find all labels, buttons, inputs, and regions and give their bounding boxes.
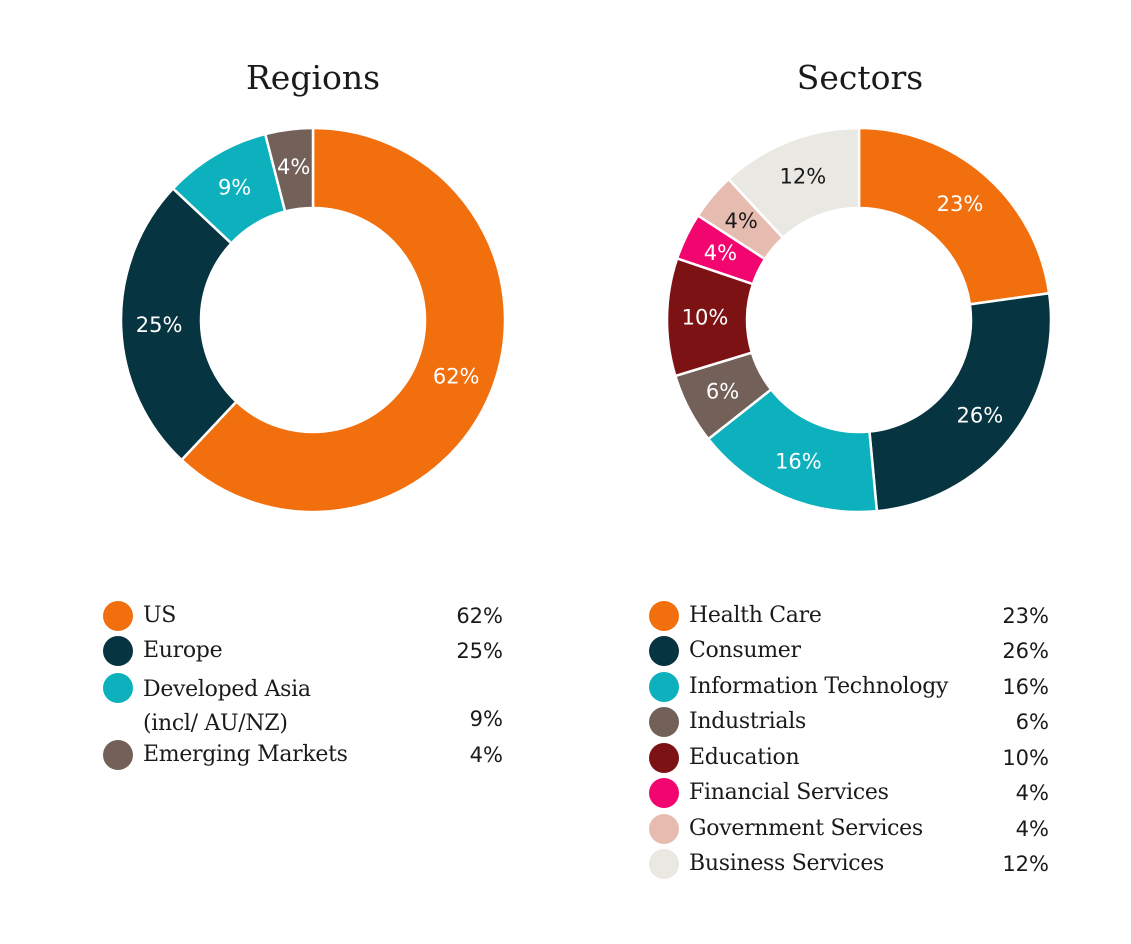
legend-value: 25%: [456, 639, 503, 664]
donut-slice-europe: [119, 186, 239, 462]
regions-legend: US 62% Europe 25% Developed Asia (incl/ …: [103, 598, 503, 773]
slice-label: 12%: [779, 165, 826, 189]
slice-label: 10%: [682, 306, 729, 330]
legend-label: US: [143, 602, 177, 628]
regions-chart-title: Regions: [245, 58, 381, 97]
legend-item-industrials: Industrials 6%: [649, 705, 1049, 741]
legend-swatch: [103, 673, 133, 703]
legend-value: 4%: [1015, 816, 1049, 841]
legend-swatch: [103, 739, 133, 770]
legend-item-government-services: Government Services 4%: [649, 811, 1049, 847]
slice-label: 16%: [775, 450, 822, 474]
legend-item-us: US 62%: [103, 598, 503, 634]
legend-label: Consumer: [689, 638, 801, 664]
legend-swatch: [649, 813, 679, 844]
legend-item-education: Education 10%: [649, 740, 1049, 776]
slice-label: 62%: [433, 365, 480, 389]
donut-slice-business-services: [726, 126, 861, 240]
slice-label: 4%: [704, 241, 737, 265]
legend-value: 4%: [1015, 781, 1049, 806]
legend-label-line2: (incl/ AU/NZ): [143, 711, 288, 736]
legend-label-line1: Developed Asia: [143, 677, 311, 702]
sectors-donut-chart: 23% 26% 16% 6% 10% 4% 4% 12%: [665, 126, 1053, 514]
legend-label: Education: [689, 744, 800, 770]
donut-slice-us: [179, 126, 507, 514]
legend-value: 26%: [1002, 639, 1049, 664]
legend-value: 12%: [1002, 852, 1049, 877]
legend-item-information-technology: Information Technology 16%: [649, 669, 1049, 705]
legend-swatch: [649, 636, 679, 667]
legend-swatch: [649, 600, 679, 631]
legend-value: 9%: [469, 707, 503, 731]
slice-label: 4%: [277, 155, 310, 179]
legend-item-developed-asia: Developed Asia (incl/ AU/NZ) 9%: [103, 669, 503, 737]
legend-item-financial-services: Financial Services 4%: [649, 776, 1049, 812]
legend-item-europe: Europe 25%: [103, 634, 503, 670]
legend-label: Developed Asia (incl/ AU/NZ): [143, 673, 503, 741]
legend-label: Health Care: [689, 602, 822, 628]
donut-slice-emerging-markets: [263, 126, 315, 214]
legend-swatch: [103, 600, 133, 631]
legend-swatch: [649, 671, 679, 702]
legend-item-emerging-markets: Emerging Markets 4%: [103, 737, 503, 773]
legend-value: 16%: [1002, 674, 1049, 699]
slice-label: 9%: [218, 175, 251, 199]
legend-label: Emerging Markets: [143, 741, 348, 767]
legend-value: 6%: [1015, 710, 1049, 735]
legend-swatch: [649, 707, 679, 738]
sectors-chart-title: Sectors: [796, 58, 924, 97]
slice-label: 6%: [706, 379, 739, 403]
slice-label: 4%: [725, 209, 758, 233]
legend-value: 10%: [1002, 745, 1049, 770]
legend-item-health-care: Health Care 23%: [649, 598, 1049, 634]
legend-label: Information Technology: [689, 673, 949, 699]
legend-value: 23%: [1002, 603, 1049, 628]
donut-slice-health-care: [857, 126, 1051, 306]
slice-label: 26%: [956, 403, 1003, 427]
legend-value: 62%: [456, 603, 503, 628]
legend-value: 4%: [469, 742, 503, 767]
slice-label: 25%: [136, 313, 183, 337]
legend-swatch: [649, 778, 679, 809]
legend-label: Business Services: [689, 851, 885, 877]
donut-slice-consumer: [868, 291, 1053, 513]
legend-label: Europe: [143, 638, 223, 664]
legend-swatch: [103, 636, 133, 667]
legend-label: Government Services: [689, 815, 923, 841]
regions-donut-chart: 62% 25% 9% 4%: [119, 126, 507, 514]
slice-label: 23%: [937, 192, 984, 216]
legend-swatch: [649, 742, 679, 773]
sectors-legend: Health Care 23% Consumer 26% Information…: [649, 598, 1049, 882]
legend-item-business-services: Business Services 12%: [649, 847, 1049, 883]
legend-item-consumer: Consumer 26%: [649, 634, 1049, 670]
legend-label: Industrials: [689, 709, 806, 735]
legend-label: Financial Services: [689, 780, 889, 806]
legend-swatch: [649, 849, 679, 880]
